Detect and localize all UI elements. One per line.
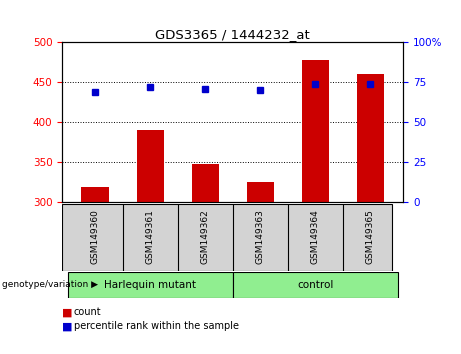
Bar <box>68 272 233 298</box>
Text: GSM149364: GSM149364 <box>311 209 320 264</box>
Text: count: count <box>74 307 101 317</box>
Bar <box>357 74 384 202</box>
Bar <box>191 164 219 202</box>
Bar <box>82 188 109 202</box>
Text: GSM149362: GSM149362 <box>201 209 210 264</box>
Text: GSM149361: GSM149361 <box>146 209 155 264</box>
Bar <box>136 130 164 202</box>
Text: Harlequin mutant: Harlequin mutant <box>104 280 196 290</box>
Text: control: control <box>297 280 333 290</box>
Text: ■: ■ <box>62 307 73 317</box>
Text: genotype/variation ▶: genotype/variation ▶ <box>2 280 98 289</box>
Text: GSM149365: GSM149365 <box>366 209 375 264</box>
Bar <box>247 182 274 202</box>
Bar <box>301 60 329 202</box>
Title: GDS3365 / 1444232_at: GDS3365 / 1444232_at <box>155 28 310 41</box>
Text: GSM149360: GSM149360 <box>91 209 100 264</box>
Text: ■: ■ <box>62 321 73 331</box>
Text: percentile rank within the sample: percentile rank within the sample <box>74 321 239 331</box>
Bar <box>233 272 398 298</box>
Text: GSM149363: GSM149363 <box>256 209 265 264</box>
